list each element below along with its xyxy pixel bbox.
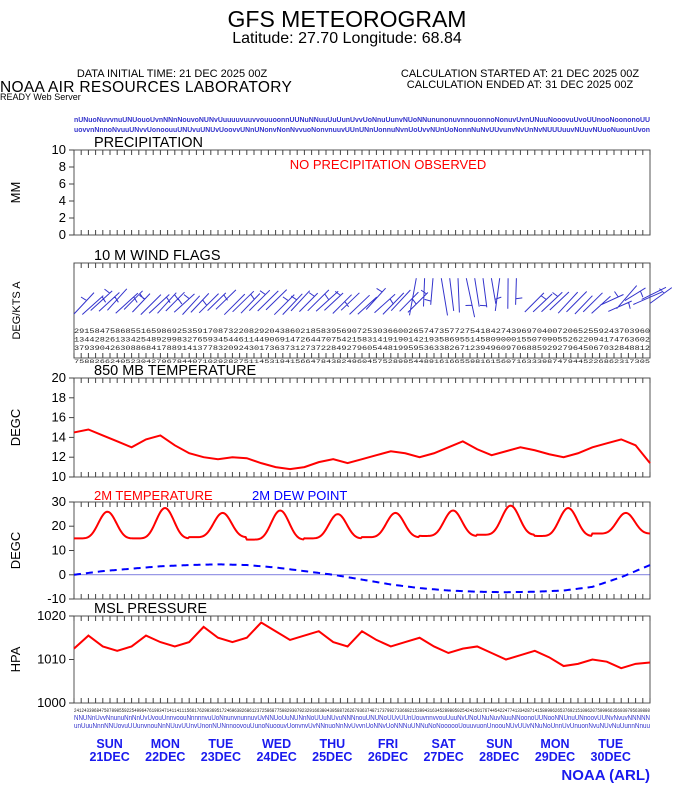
svg-text:TUE: TUE	[598, 737, 623, 751]
svg-text:850 MB TEMPERATURE: 850 MB TEMPERATURE	[94, 363, 257, 379]
svg-text:1000: 1000	[37, 695, 66, 710]
svg-text:PRECIPITATION: PRECIPITATION	[94, 135, 203, 151]
svg-text:0: 0	[59, 227, 66, 242]
svg-text:nUNuoNuvvnuUNUouoUvnNNnNouvoNU: nUNuoNuvvnuUNUouoUvnNNnNouvoNUNvUuuuuvuu…	[74, 115, 650, 124]
svg-text:TUE: TUE	[208, 737, 233, 751]
svg-text:241243396847507090559225499647: 2412433968475070905592254996476199347141…	[74, 708, 650, 714]
svg-text:23DEC: 23DEC	[201, 750, 241, 764]
svg-text:2M TEMPERATURE: 2M TEMPERATURE	[94, 488, 213, 503]
svg-text:1010: 1010	[37, 652, 66, 667]
svg-text:HPA: HPA	[8, 646, 23, 672]
svg-text:2: 2	[59, 210, 66, 225]
svg-text:20: 20	[52, 518, 66, 533]
svg-text:MON: MON	[540, 737, 569, 751]
svg-text:NNUNnUvvNnunuNnNnUvUvouUnnvoou: NNUNnUvvNnunuNnNnUvUvouUnnvoouNnnnnvuUoN…	[74, 715, 650, 722]
svg-text:unUuuNnnNNUovuUUunvnouNnNUuvUU: unUuuNnnNNUovuUUunvnouNnNUuvUUnvUnonNUNn…	[74, 723, 650, 730]
svg-text:4: 4	[59, 193, 66, 208]
svg-text:24DEC: 24DEC	[256, 750, 296, 764]
svg-text:10: 10	[52, 543, 66, 558]
svg-text:22DEC: 22DEC	[145, 750, 185, 764]
svg-text:MM: MM	[8, 182, 23, 204]
svg-text:27DEC: 27DEC	[423, 750, 463, 764]
svg-text:14: 14	[52, 429, 66, 444]
svg-text:SUN: SUN	[486, 737, 512, 751]
svg-text:30: 30	[52, 494, 66, 509]
svg-text:10: 10	[52, 142, 66, 157]
svg-text:29DEC: 29DEC	[535, 750, 575, 764]
svg-text:-10: -10	[47, 591, 66, 606]
svg-text:25DEC: 25DEC	[312, 750, 352, 764]
svg-text:DEG/KTS A: DEG/KTS A	[11, 281, 23, 340]
svg-text:FRI: FRI	[378, 737, 398, 751]
svg-text:DEGC: DEGC	[8, 409, 23, 447]
svg-text:MON: MON	[151, 737, 180, 751]
svg-text:uovvnNnnoNvuuUNvvUonoouuUNUvuU: uovvnNnnoNvuuUNvvUonoouuUNUvuUNUvUoovvUN…	[74, 125, 650, 134]
svg-text:0: 0	[59, 567, 66, 582]
svg-text:20: 20	[52, 370, 66, 385]
svg-text:WED: WED	[262, 737, 291, 751]
svg-text:10 M WIND FLAGS: 10 M WIND FLAGS	[94, 248, 221, 264]
svg-text:THU: THU	[319, 737, 345, 751]
svg-text:21DEC: 21DEC	[89, 750, 129, 764]
svg-text:2M DEW POINT: 2M DEW POINT	[252, 488, 347, 503]
svg-text:26DEC: 26DEC	[368, 750, 408, 764]
svg-text:6: 6	[59, 176, 66, 191]
svg-text:1020: 1020	[37, 608, 66, 623]
svg-text:MSL PRESSURE: MSL PRESSURE	[94, 601, 207, 617]
svg-text:379390426308868417889141377832: 3793904263088684178891413778320924301736…	[74, 345, 650, 353]
svg-text:291584758685516598692535917087: 2915847586855165986925359170873220829204…	[74, 328, 650, 336]
svg-text:10: 10	[52, 469, 66, 484]
svg-text:SAT: SAT	[432, 737, 456, 751]
svg-text:12: 12	[52, 449, 66, 464]
svg-text:8: 8	[59, 159, 66, 174]
svg-text:SUN: SUN	[96, 737, 122, 751]
svg-text:134428261334254892998327659345: 1344282613342548929983276593454461144906…	[74, 337, 650, 345]
svg-text:16: 16	[52, 410, 66, 425]
svg-text:30DEC: 30DEC	[591, 750, 631, 764]
svg-text:28DEC: 28DEC	[479, 750, 519, 764]
svg-text:DEGC: DEGC	[8, 532, 23, 570]
svg-text:NOAA (ARL): NOAA (ARL)	[561, 767, 650, 784]
svg-text:NO PRECIPITATION OBSERVED: NO PRECIPITATION OBSERVED	[290, 157, 486, 172]
svg-text:18: 18	[52, 390, 66, 405]
